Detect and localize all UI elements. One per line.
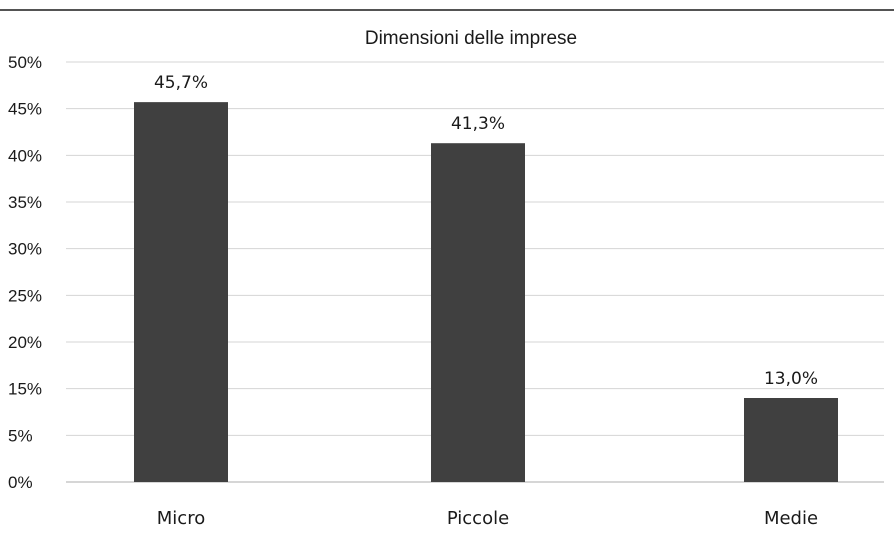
data-label-medie: 13,0% [764, 369, 818, 389]
data-labels: 45,7% 41,3% 13,0% [154, 73, 818, 389]
y-tick-label: 0% [8, 473, 33, 492]
x-tick-piccole: Piccole [447, 508, 509, 529]
y-tick-label: 35% [8, 193, 42, 212]
y-tick-label: 50% [8, 53, 42, 72]
data-label-piccole: 41,3% [451, 114, 505, 134]
bars [134, 102, 838, 482]
y-tick-label: 40% [8, 146, 42, 165]
y-axis-ticks: 50% 45% 40% 35% 30% 25% 20% 15% 5% 0% [8, 53, 42, 492]
y-tick-label: 30% [8, 240, 42, 259]
y-tick-label: 5% [8, 426, 33, 445]
y-tick-label: 20% [8, 333, 42, 352]
chart-title: Dimensioni delle imprese [365, 28, 577, 49]
y-tick-label: 25% [8, 286, 42, 305]
x-tick-medie: Medie [764, 508, 818, 529]
y-tick-label: 15% [8, 380, 42, 399]
bar-micro [134, 102, 228, 482]
x-axis-ticks: Micro Piccole Medie [157, 508, 818, 529]
x-tick-micro: Micro [157, 508, 205, 529]
bar-medie [744, 398, 838, 482]
bar-piccole [431, 143, 525, 482]
data-label-micro: 45,7% [154, 73, 208, 93]
y-tick-label: 45% [8, 100, 42, 119]
